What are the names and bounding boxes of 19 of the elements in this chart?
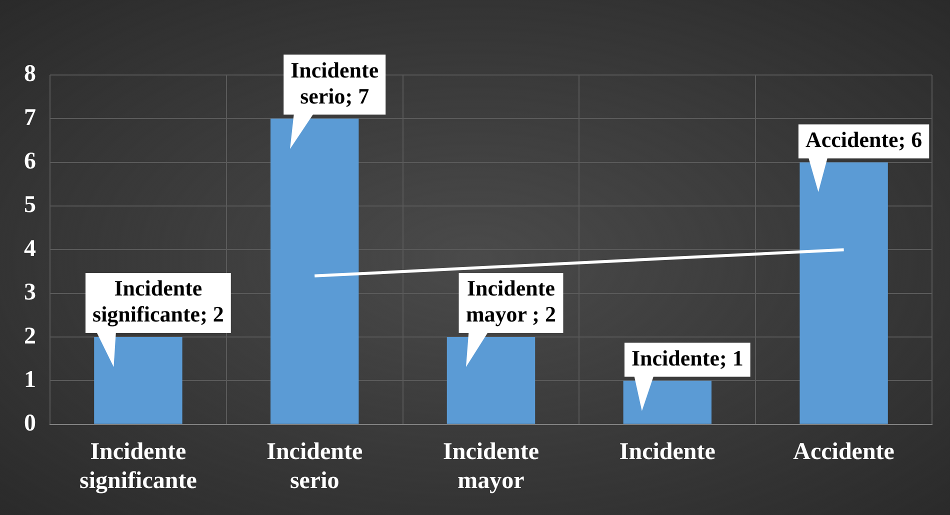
y-tick-label: 3 xyxy=(24,280,36,306)
data-label: Incidente; 1 xyxy=(631,345,744,370)
y-tick-label: 0 xyxy=(24,410,36,437)
y-tick-label: 1 xyxy=(24,366,36,393)
y-tick-label: 8 xyxy=(24,61,36,88)
x-tick-label: Incidente significante xyxy=(80,439,198,494)
y-tick-label: 2 xyxy=(24,323,36,350)
x-tick-label: Incidente serio xyxy=(266,439,363,494)
y-tick-label: 6 xyxy=(24,148,36,175)
data-label: Incidente significante; 2 xyxy=(92,276,224,327)
data-label: Accidente; 6 xyxy=(805,127,922,152)
y-tick-label: 5 xyxy=(24,192,36,218)
x-tick-label: Accidente xyxy=(793,439,895,466)
x-tick-label: Incidente mayor xyxy=(443,439,540,494)
data-label: Incidente mayor ; 2 xyxy=(466,276,556,327)
y-tick-label: 7 xyxy=(24,104,36,131)
data-label: Incidente serio; 7 xyxy=(290,57,379,108)
x-tick-label: Incidente xyxy=(619,439,716,466)
y-tick-label: 4 xyxy=(24,236,36,262)
